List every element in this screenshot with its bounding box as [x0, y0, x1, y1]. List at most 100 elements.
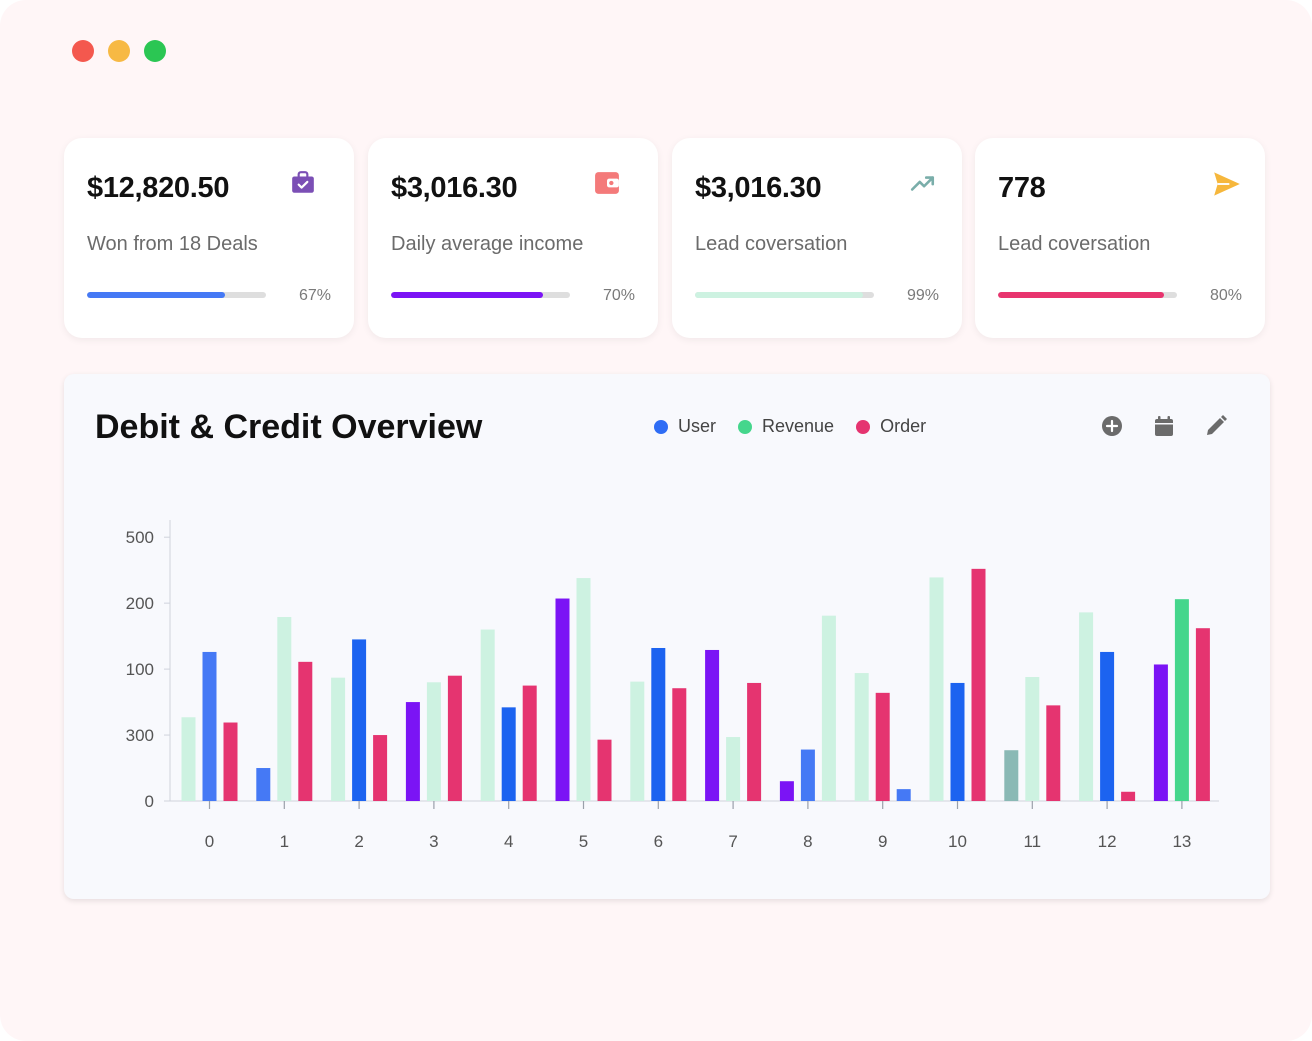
chart-bar	[352, 639, 367, 801]
chart-bar	[875, 692, 890, 801]
chart-bar	[447, 675, 462, 801]
chart-bar	[277, 616, 292, 801]
progress-percent: 70%	[602, 287, 635, 304]
chart-bar	[522, 685, 537, 801]
stat-value: 778	[998, 172, 1046, 204]
chart-bar	[331, 677, 346, 801]
chart-bar	[1174, 599, 1189, 801]
stat-card-lead[interactable]: $3,016.30 Lead coversation 99%	[672, 138, 962, 338]
chart-bar	[630, 681, 645, 801]
x-tick-label: 13	[1172, 832, 1191, 851]
chart-bar	[929, 577, 944, 801]
legend-item-user[interactable]: User	[654, 416, 716, 437]
legend-label: Revenue	[762, 416, 835, 436]
chart-bar	[854, 673, 869, 801]
chart-bar	[597, 739, 612, 801]
progress-fill	[998, 292, 1165, 298]
panel-title: Debit & Credit Overview	[95, 408, 483, 446]
progress-bar	[391, 292, 570, 298]
chart-bar	[821, 615, 836, 801]
stat-label: Lead coversation	[695, 233, 848, 255]
x-tick-label: 8	[803, 832, 812, 851]
progress-bar	[87, 292, 266, 298]
stat-value: $3,016.30	[391, 172, 518, 204]
stat-card-lead-count[interactable]: 778 Lead coversation 80%	[975, 138, 1265, 338]
chart-bar	[971, 568, 986, 801]
chart-bar	[202, 651, 217, 801]
x-tick-label: 2	[354, 832, 363, 851]
progress-percent: 80%	[1209, 287, 1242, 304]
legend-item-order[interactable]: Order	[856, 416, 926, 437]
stat-card-income[interactable]: $3,016.30 Daily average income 70%	[368, 138, 658, 338]
panel-toolbar	[1100, 414, 1228, 438]
chart-bar	[298, 661, 313, 801]
chart-bar	[373, 735, 388, 801]
chart-bar	[576, 578, 591, 801]
chart-legend: User Revenue Order	[654, 416, 926, 437]
x-tick-label: 10	[948, 832, 967, 851]
chart-bar	[726, 737, 741, 801]
stat-label: Lead coversation	[998, 233, 1151, 255]
stat-value: $12,820.50	[87, 172, 230, 204]
chart-bar	[501, 707, 516, 801]
add-circle-icon[interactable]	[1100, 414, 1124, 438]
x-tick-label: 11	[1023, 832, 1041, 851]
stat-value: $3,016.30	[695, 172, 822, 204]
chart-bar	[800, 749, 815, 801]
chart-bar	[779, 781, 794, 801]
x-tick-label: 6	[654, 832, 663, 851]
legend-dot	[856, 419, 871, 434]
overview-panel: Debit & Credit Overview User Revenue Ord…	[64, 374, 1270, 899]
y-tick-label: 300	[126, 726, 154, 745]
edit-pencil-icon[interactable]	[1204, 414, 1228, 438]
y-tick-label: 500	[126, 528, 154, 547]
x-tick-label: 12	[1098, 832, 1117, 851]
chart-bar	[1079, 612, 1094, 801]
legend-dot	[738, 419, 753, 434]
maximize-window-button[interactable]	[144, 40, 166, 62]
window-controls	[72, 40, 166, 62]
y-tick-label: 0	[145, 792, 154, 811]
chart-bar	[896, 789, 911, 801]
y-tick-label: 200	[126, 594, 154, 613]
chart-bar	[181, 717, 196, 801]
progress-percent: 67%	[298, 287, 331, 304]
progress-bar	[998, 292, 1177, 298]
x-tick-label: 1	[280, 832, 289, 851]
stat-label: Daily average income	[391, 233, 584, 255]
x-tick-label: 9	[878, 832, 887, 851]
y-tick-label: 100	[126, 660, 154, 679]
chart-bar	[1153, 664, 1168, 801]
stat-card-deals[interactable]: $12,820.50 Won from 18 Deals 67%	[64, 138, 354, 338]
x-tick-label: 7	[728, 832, 737, 851]
chart-bar	[426, 682, 441, 801]
send-icon	[1214, 172, 1240, 196]
briefcase-check-icon	[292, 171, 314, 193]
chart-bar	[256, 768, 271, 801]
chart-bar	[555, 598, 570, 801]
close-window-button[interactable]	[72, 40, 94, 62]
progress-bar	[695, 292, 874, 298]
legend-item-revenue[interactable]: Revenue	[738, 416, 834, 437]
legend-label: User	[678, 416, 717, 436]
minimize-window-button[interactable]	[108, 40, 130, 62]
progress-fill	[87, 292, 225, 298]
legend-dot	[654, 419, 668, 434]
x-tick-label: 3	[429, 832, 438, 851]
chart-bar	[1100, 651, 1115, 801]
trending-up-icon	[910, 176, 935, 191]
progress-percent: 99%	[906, 287, 939, 304]
chart-bar	[651, 647, 666, 801]
calendar-icon[interactable]	[1152, 414, 1176, 438]
chart-bar	[1004, 750, 1019, 801]
chart-bar	[1025, 677, 1040, 801]
chart-bar	[747, 682, 762, 801]
x-tick-label: 0	[205, 832, 214, 851]
chart-bar	[1195, 628, 1210, 801]
x-tick-label: 4	[504, 832, 513, 851]
chart-bar	[480, 629, 495, 801]
chart-bar	[705, 649, 720, 801]
progress-fill	[391, 292, 544, 298]
wallet-icon	[595, 172, 619, 194]
